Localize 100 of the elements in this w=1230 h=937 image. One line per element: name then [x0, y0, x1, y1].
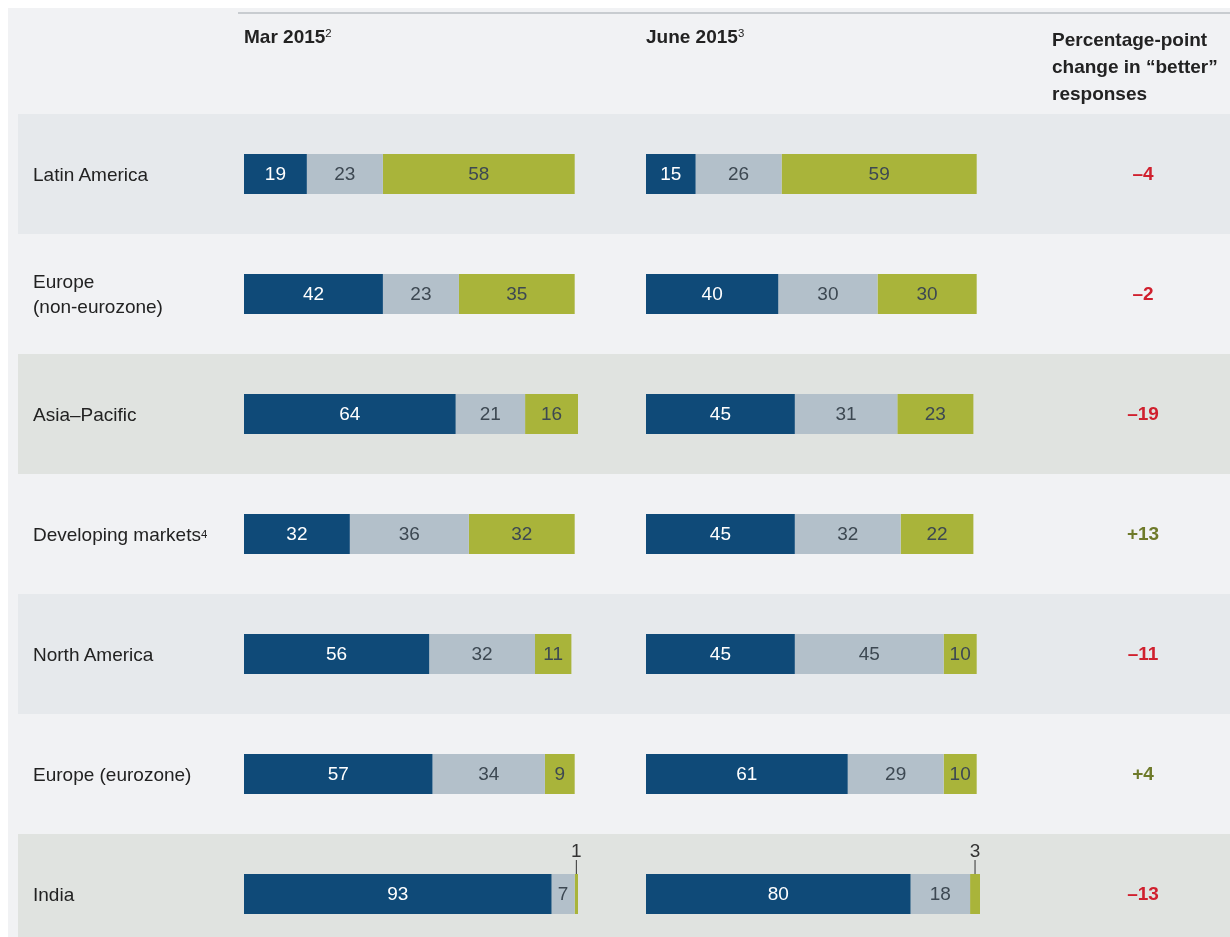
data-label: 9 — [554, 763, 566, 785]
data-label: 15 — [660, 163, 682, 185]
bar — [455, 394, 526, 434]
y-tick-label: Latin America — [33, 162, 150, 187]
data-label: 40 — [701, 283, 723, 305]
bar — [646, 634, 795, 674]
y-tick-label: Asia–Pacific — [33, 402, 138, 427]
bar — [943, 754, 977, 794]
bar — [574, 874, 578, 914]
text: –2 — [1131, 282, 1155, 306]
data-label: 34 — [478, 763, 500, 785]
data-label: 57 — [327, 763, 349, 785]
text: –11 — [1126, 642, 1160, 666]
data-label: 23 — [334, 163, 356, 185]
data-label: 80 — [767, 883, 789, 905]
text: +4 — [1131, 762, 1155, 786]
bar — [646, 394, 795, 434]
data-label: 31 — [835, 403, 857, 425]
bar — [468, 514, 575, 554]
data-label: 42 — [302, 283, 325, 305]
data-label: 45 — [709, 403, 731, 425]
bar — [551, 874, 575, 914]
data-label: 29 — [885, 763, 907, 785]
bar — [429, 634, 536, 674]
bar — [970, 874, 980, 914]
bar — [897, 394, 974, 434]
data-label: 45 — [709, 523, 731, 545]
bar — [244, 514, 350, 554]
data-label: 23 — [410, 283, 432, 305]
bar — [646, 514, 795, 554]
bar — [910, 874, 971, 914]
bar — [382, 274, 459, 314]
data-label: 93 — [387, 883, 409, 905]
data-label: 45 — [858, 643, 880, 665]
y-tick-label: Developing markets$^{4}$ — [33, 522, 209, 547]
bar — [900, 514, 974, 554]
data-label: 30 — [817, 283, 839, 305]
bar — [695, 154, 782, 194]
data-label: 19 — [264, 163, 286, 185]
data-label: 1 — [571, 840, 582, 861]
y-tick-label: North America — [33, 642, 155, 667]
bar — [244, 274, 383, 314]
bar — [306, 154, 383, 194]
data-label: 45 — [709, 643, 731, 665]
bar — [847, 754, 944, 794]
bar — [943, 634, 977, 674]
bar — [244, 154, 307, 194]
data-label: 30 — [916, 283, 938, 305]
bar — [646, 874, 911, 914]
bar — [432, 754, 545, 794]
bar — [781, 154, 977, 194]
bar — [794, 514, 901, 554]
data-label: 64 — [339, 403, 361, 425]
text: +13 — [1125, 522, 1161, 546]
text: –19 — [1126, 402, 1160, 426]
data-label: 10 — [949, 763, 971, 785]
bar — [244, 874, 552, 914]
data-label: 32 — [471, 643, 493, 665]
data-label: 23 — [924, 403, 946, 425]
bar — [778, 274, 878, 314]
bar — [244, 754, 433, 794]
bar — [535, 634, 572, 674]
data-label: 18 — [929, 883, 951, 905]
bar — [794, 394, 898, 434]
data-label: 22 — [926, 523, 948, 545]
data-label: 58 — [468, 163, 490, 185]
data-label: 56 — [326, 643, 348, 665]
bar — [244, 634, 430, 674]
y-tick-label: India — [33, 882, 76, 907]
y-tick-label: Europe (non-eurozone) — [33, 270, 164, 319]
data-label: 7 — [557, 883, 569, 905]
text: Percentage-point change in “better” responses — [1052, 28, 1219, 106]
data-label: 32 — [286, 523, 308, 545]
data-label: 61 — [736, 763, 758, 785]
chart-title: Mar 2015$^{2}$ — [244, 26, 332, 48]
data-label: 10 — [949, 643, 971, 665]
text: –13 — [1126, 882, 1160, 906]
bar — [382, 154, 575, 194]
data-label: 11 — [543, 643, 564, 665]
text: –4 — [1131, 162, 1155, 186]
data-label: 21 — [479, 403, 501, 425]
bar — [544, 754, 575, 794]
bar — [877, 274, 977, 314]
data-label: 32 — [511, 523, 533, 545]
bar — [244, 394, 456, 434]
bar — [349, 514, 469, 554]
bar — [794, 634, 944, 674]
data-label: 26 — [728, 163, 750, 185]
bar — [525, 394, 578, 434]
bar — [646, 154, 696, 194]
y-tick-label: Europe (eurozone) — [33, 762, 193, 787]
bar — [646, 754, 848, 794]
data-label: 59 — [868, 163, 890, 185]
bar — [458, 274, 575, 314]
bar — [646, 274, 779, 314]
data-label: 35 — [506, 283, 528, 305]
chart-title: June 2015$^{3}$ — [646, 26, 745, 48]
data-label: 3 — [969, 840, 981, 861]
data-label: 32 — [837, 523, 859, 545]
data-label: 16 — [540, 403, 563, 425]
